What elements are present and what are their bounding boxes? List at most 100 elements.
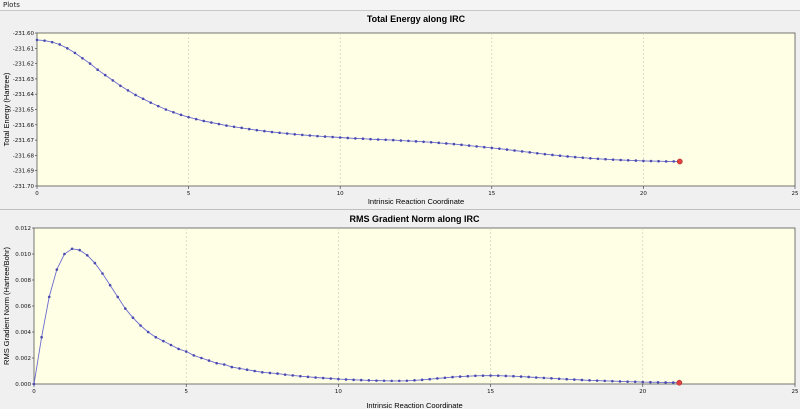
- energy-data-point[interactable]: [278, 131, 281, 135]
- gradient-data-point[interactable]: [329, 377, 333, 380]
- energy-data-point[interactable]: [657, 159, 660, 163]
- gradient-data-point[interactable]: [413, 379, 416, 382]
- energy-data-point[interactable]: [293, 132, 297, 136]
- gradient-data-point[interactable]: [626, 380, 629, 383]
- gradient-data-point[interactable]: [542, 376, 546, 380]
- gradient-data-point[interactable]: [146, 330, 150, 334]
- gradient-data-point[interactable]: [299, 374, 302, 378]
- gradient-data-point[interactable]: [588, 379, 591, 382]
- energy-data-point[interactable]: [73, 51, 77, 55]
- gradient-data-point[interactable]: [656, 381, 660, 384]
- gradient-data-point[interactable]: [276, 372, 279, 375]
- gradient-data-point[interactable]: [527, 375, 530, 379]
- gradient-data-point[interactable]: [443, 376, 447, 380]
- energy-data-point[interactable]: [672, 160, 676, 163]
- energy-data-point[interactable]: [467, 144, 471, 147]
- gradient-data-point[interactable]: [618, 380, 622, 383]
- energy-data-point[interactable]: [589, 157, 592, 160]
- gradient-data-point[interactable]: [184, 350, 188, 353]
- gradient-data-point[interactable]: [367, 379, 371, 382]
- energy-data-point[interactable]: [376, 138, 380, 141]
- energy-data-point[interactable]: [543, 152, 547, 156]
- gradient-data-point[interactable]: [573, 378, 576, 381]
- gradient-data-point[interactable]: [131, 316, 135, 319]
- energy-plot[interactable]: Total Energy along IRC 0 5 10 15 20 25 -231.60 -…: [0, 10, 800, 209]
- gradient-data-point[interactable]: [664, 381, 667, 384]
- energy-data-point[interactable]: [156, 104, 160, 108]
- gradient-data-point[interactable]: [139, 324, 142, 327]
- gradient-data-point[interactable]: [230, 365, 234, 369]
- gradient-data-point[interactable]: [245, 368, 249, 371]
- gradient-data-point[interactable]: [611, 379, 614, 383]
- energy-data-point[interactable]: [111, 79, 115, 82]
- energy-data-point[interactable]: [81, 56, 84, 60]
- energy-data-point[interactable]: [270, 130, 274, 134]
- energy-data-point[interactable]: [210, 121, 213, 124]
- energy-data-point[interactable]: [505, 148, 509, 151]
- gradient-data-point[interactable]: [534, 376, 538, 379]
- energy-data-point[interactable]: [308, 134, 312, 137]
- energy-data-point[interactable]: [558, 154, 562, 158]
- energy-data-point[interactable]: [354, 137, 357, 140]
- energy-data-point[interactable]: [611, 158, 615, 161]
- energy-data-point[interactable]: [437, 141, 441, 145]
- gradient-data-point[interactable]: [375, 379, 378, 382]
- energy-data-point[interactable]: [391, 138, 395, 142]
- gradient-data-point[interactable]: [200, 356, 203, 360]
- energy-data-point[interactable]: [551, 153, 554, 157]
- energy-data-point[interactable]: [445, 142, 448, 145]
- energy-data-point[interactable]: [194, 117, 198, 121]
- gradient-current-point[interactable]: [676, 379, 683, 386]
- gradient-data-point[interactable]: [169, 343, 173, 347]
- gradient-data-point[interactable]: [397, 379, 401, 383]
- panel-divider[interactable]: [0, 209, 800, 210]
- gradient-data-point[interactable]: [557, 377, 561, 381]
- gradient-data-point[interactable]: [321, 376, 325, 380]
- energy-data-point[interactable]: [149, 101, 152, 104]
- energy-data-point[interactable]: [384, 138, 387, 142]
- gradient-data-point[interactable]: [565, 377, 568, 381]
- energy-data-point[interactable]: [399, 139, 403, 142]
- gradient-data-point[interactable]: [344, 378, 348, 381]
- gradient-data-point[interactable]: [63, 252, 66, 256]
- gradient-data-point[interactable]: [283, 373, 287, 376]
- energy-data-point[interactable]: [490, 146, 494, 150]
- energy-data-point[interactable]: [346, 136, 350, 140]
- energy-data-point[interactable]: [96, 68, 99, 72]
- gradient-data-point[interactable]: [78, 248, 81, 252]
- energy-data-point[interactable]: [172, 110, 175, 114]
- gradient-data-point[interactable]: [261, 371, 264, 374]
- gradient-data-point[interactable]: [154, 335, 158, 339]
- energy-data-point[interactable]: [103, 73, 107, 77]
- gradient-data-point[interactable]: [633, 380, 637, 384]
- gradient-data-point[interactable]: [85, 254, 89, 257]
- gradient-data-point[interactable]: [504, 374, 508, 378]
- energy-data-point[interactable]: [528, 151, 531, 154]
- gradient-data-point[interactable]: [108, 283, 112, 287]
- energy-data-point[interactable]: [119, 84, 122, 88]
- gradient-data-point[interactable]: [32, 382, 36, 386]
- gradient-data-point[interactable]: [207, 359, 211, 362]
- energy-data-point[interactable]: [482, 145, 486, 149]
- energy-data-point[interactable]: [285, 132, 289, 135]
- gradient-data-point[interactable]: [496, 374, 500, 377]
- energy-data-point[interactable]: [475, 145, 478, 148]
- energy-data-point[interactable]: [50, 40, 54, 44]
- gradient-data-point[interactable]: [390, 379, 393, 383]
- gradient-data-point[interactable]: [116, 295, 120, 299]
- energy-data-point[interactable]: [225, 124, 228, 127]
- energy-data-point[interactable]: [202, 119, 206, 123]
- gradient-data-point[interactable]: [47, 295, 51, 299]
- energy-current-point[interactable]: [676, 158, 683, 165]
- gradient-data-point[interactable]: [40, 335, 43, 339]
- energy-data-point[interactable]: [581, 156, 585, 159]
- gradient-data-point[interactable]: [603, 379, 607, 383]
- gradient-data-point[interactable]: [192, 354, 196, 357]
- gradient-plot-area[interactable]: [33, 227, 796, 385]
- energy-data-point[interactable]: [604, 157, 607, 161]
- gradient-data-point[interactable]: [337, 377, 340, 381]
- gradient-data-point[interactable]: [253, 369, 256, 373]
- energy-data-point[interactable]: [35, 38, 39, 42]
- energy-data-point[interactable]: [414, 140, 418, 143]
- energy-data-point[interactable]: [134, 93, 137, 97]
